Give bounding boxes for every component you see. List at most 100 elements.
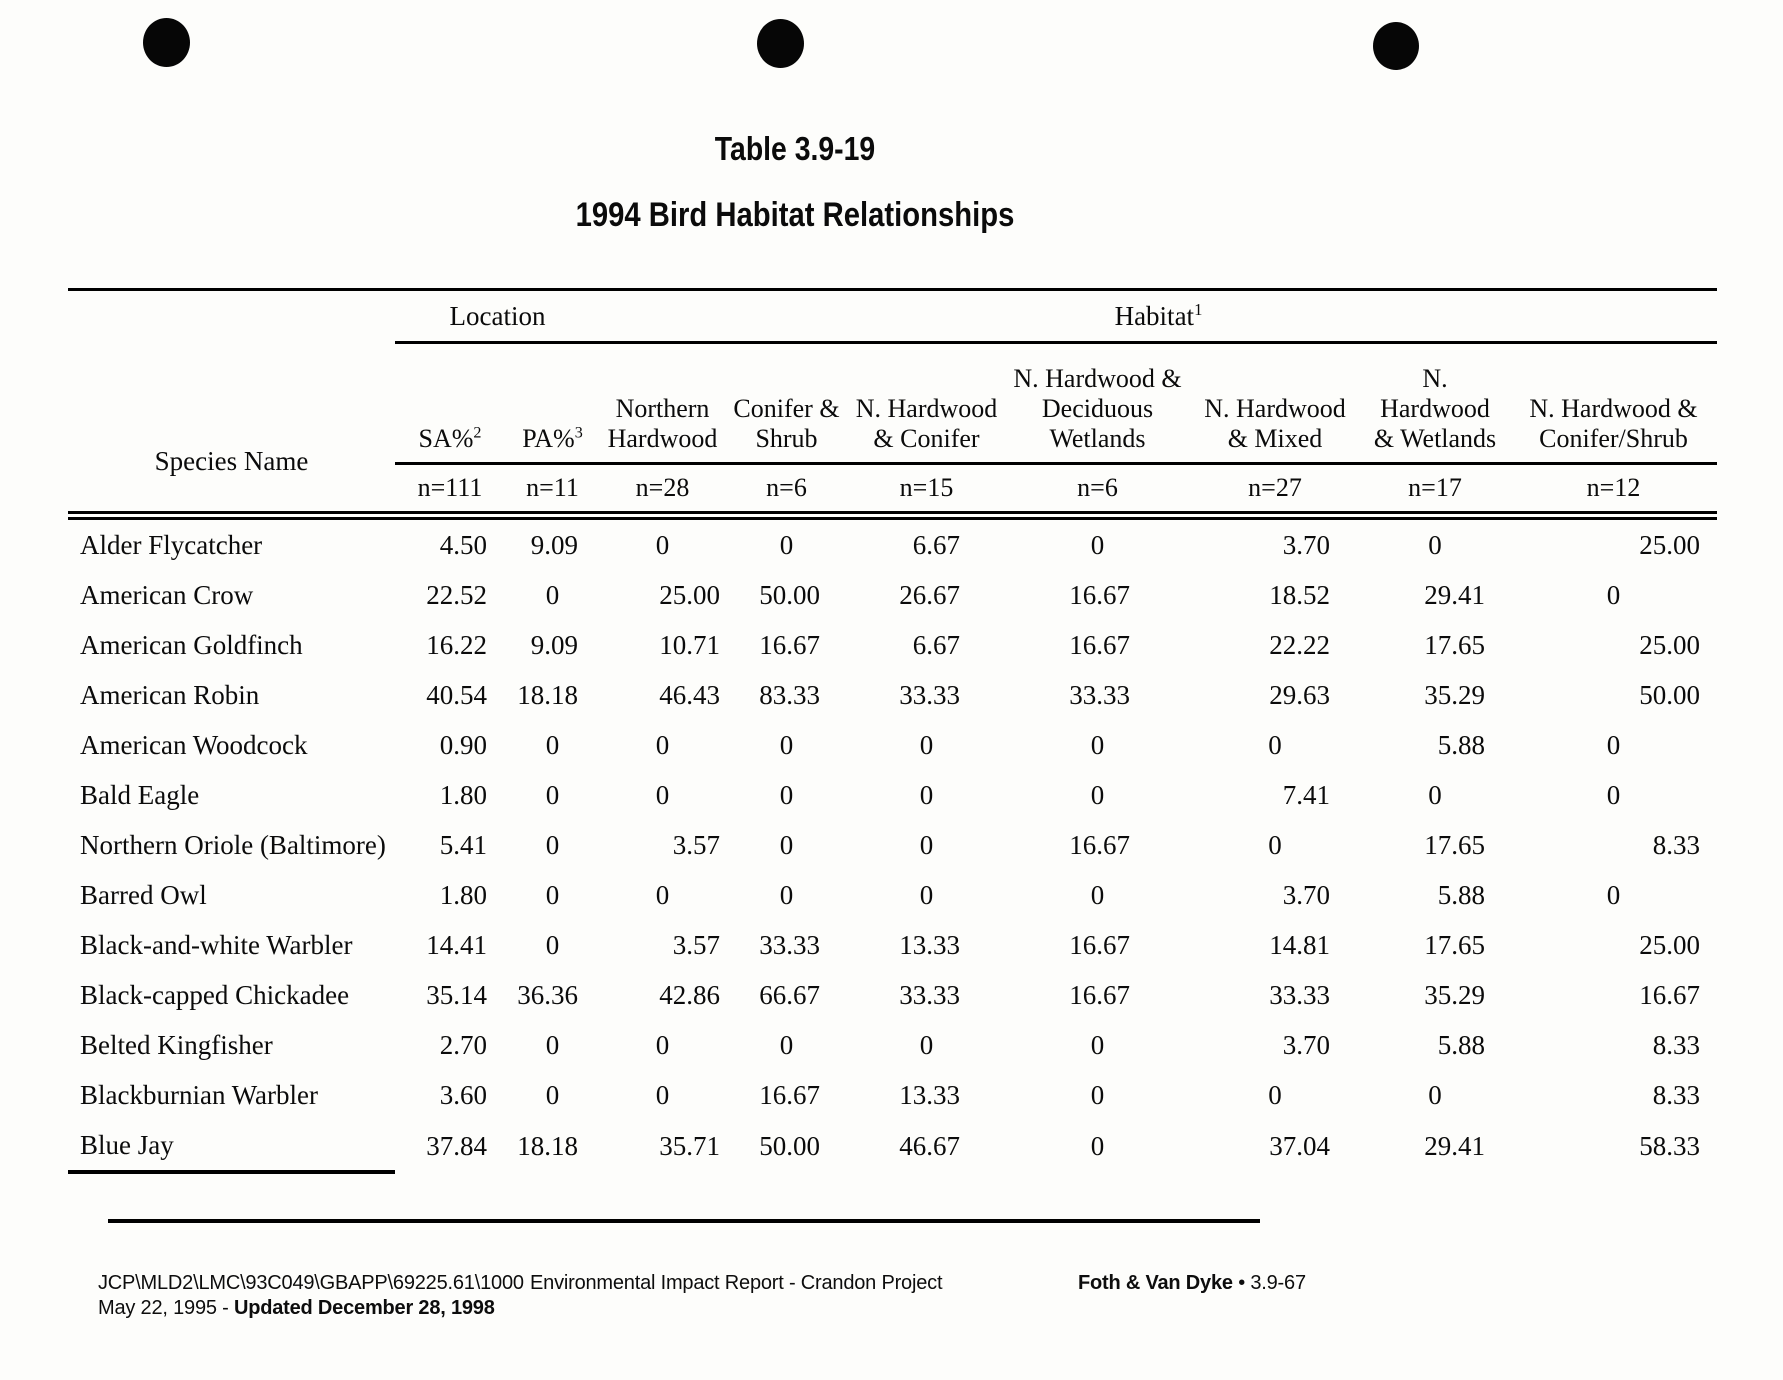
value-cell: 16.67 <box>1069 829 1130 860</box>
value-cell: 10.71 <box>659 629 720 660</box>
value-cell: 0 <box>779 879 794 910</box>
table-row: American Woodcock 0.90 0 0 0 0 0 0 5.88 0 <box>68 720 1717 770</box>
value-cell: 17.65 <box>1424 629 1485 660</box>
species-cell: Black-and-white Warbler <box>80 929 353 960</box>
value-cell: 0 <box>919 1029 934 1060</box>
value-cell: 40.54 <box>426 679 487 710</box>
value-cell: 0.90 <box>439 729 487 760</box>
species-cell: American Goldfinch <box>80 629 303 660</box>
value-cell: 25.00 <box>659 579 720 610</box>
value-cell: 22.52 <box>426 579 487 610</box>
value-cell: 18.52 <box>1269 579 1330 610</box>
value-cell: 0 <box>1428 1079 1442 1110</box>
value-cell: 0 <box>919 779 934 810</box>
value-cell: 36.36 <box>517 979 578 1010</box>
value-cell: 0 <box>1606 729 1621 760</box>
footer-date-line: May 22, 1995 - Updated December 28, 1998 <box>98 1297 495 1319</box>
value-cell: 9.09 <box>530 529 578 560</box>
value-cell: 29.63 <box>1269 679 1330 710</box>
value-cell: 26.67 <box>899 579 960 610</box>
value-cell: 5.41 <box>439 829 487 860</box>
species-cell: American Woodcock <box>80 729 308 760</box>
table-row: Black-and-white Warbler 14.41 0 3.57 33.33 13… <box>68 920 1717 970</box>
value-cell: 0 <box>1268 1079 1282 1110</box>
table-row: Blue Jay 37.84 18.18 35.71 50.00 46.67 0 37.04 2… <box>68 1120 1717 1174</box>
value-cell: 0 <box>1090 1079 1105 1110</box>
value-cell: 0 <box>1606 879 1621 910</box>
value-cell: 0 <box>919 879 934 910</box>
sample-size-cell: n=6 <box>1005 463 1190 520</box>
value-cell: 16.22 <box>426 629 487 660</box>
sample-size-cell: n=6 <box>725 463 848 520</box>
sample-size-cell: n=27 <box>1190 463 1360 520</box>
value-cell: 0 <box>655 1029 670 1060</box>
punch-hole-dot-icon <box>143 18 190 67</box>
value-cell: 1.80 <box>439 879 487 910</box>
value-cell: 18.18 <box>517 1130 578 1161</box>
table-label: Table 3.9-19 <box>714 130 876 167</box>
column-header: Northern Hardwood <box>600 342 725 465</box>
species-cell: American Robin <box>80 679 260 710</box>
value-cell: 14.81 <box>1269 929 1330 960</box>
value-cell: 35.14 <box>426 979 487 1010</box>
value-cell: 5.88 <box>1437 879 1485 910</box>
value-cell: 0 <box>655 879 670 910</box>
species-cell: American Crow <box>80 579 254 610</box>
value-cell: 0 <box>1428 779 1442 810</box>
species-cell: Bald Eagle <box>80 779 200 810</box>
value-cell: 9.09 <box>530 629 578 660</box>
value-cell: 16.67 <box>1069 629 1130 660</box>
value-cell: 6.67 <box>912 629 960 660</box>
value-cell: 3.57 <box>672 929 720 960</box>
table-row: American Crow 22.52 0 25.00 50.00 26.67 16.67 1… <box>68 570 1717 620</box>
value-cell: 0 <box>545 579 560 610</box>
column-header: Conifer & Shrub <box>725 342 848 465</box>
value-cell: 8.33 <box>1652 1029 1701 1060</box>
column-header: N. Hardwood & Conifer/Shrub <box>1510 342 1718 465</box>
value-cell: 13.33 <box>899 929 960 960</box>
sample-size-row: n=111 n=11 n=28 n=6 n=15 n=6 n=27 n=17 n=12 <box>68 463 1718 520</box>
group-header-habitat: Habitat1 <box>600 289 1718 344</box>
value-cell: 17.65 <box>1424 829 1485 860</box>
value-cell: 0 <box>545 879 560 910</box>
value-cell: 0 <box>655 729 670 760</box>
value-cell: 0 <box>779 1029 794 1060</box>
value-cell: 37.84 <box>426 1130 487 1161</box>
bird-habitat-table: Species Name Location Habitat1 SA%2 PA%3 N… <box>68 288 1718 1174</box>
value-cell: 0 <box>1268 729 1282 760</box>
value-cell: 13.33 <box>899 1079 960 1110</box>
group-header-location: Location <box>395 289 600 344</box>
species-spacer-cell <box>68 463 395 520</box>
value-cell: 0 <box>655 779 670 810</box>
sample-size-cell: n=12 <box>1510 463 1718 520</box>
value-cell: 16.67 <box>1069 579 1130 610</box>
species-cell: Black-capped Chickadee <box>80 979 350 1010</box>
value-cell: 22.22 <box>1269 629 1330 660</box>
value-cell: 0 <box>1090 779 1105 810</box>
value-cell: 0 <box>1090 729 1105 760</box>
table-body: Alder Flycatcher 4.50 9.09 0 0 6.67 0 3.70 0 25.0… <box>68 516 1717 1174</box>
footer-report-title: Environmental Impact Report - Crandon Pr… <box>530 1272 943 1294</box>
column-header-row: SA%2 PA%3 Northern Hardwood Conifer & Shrub… <box>68 342 1718 465</box>
value-cell: 6.67 <box>912 529 960 560</box>
value-cell: 42.86 <box>659 979 720 1010</box>
value-cell: 50.00 <box>1639 679 1701 710</box>
value-cell: 3.70 <box>1282 1029 1330 1060</box>
table-row: Belted Kingfisher 2.70 0 0 0 0 0 3.70 5.88 8.33 <box>68 1020 1717 1070</box>
species-name-header: Species Name <box>154 445 309 476</box>
value-cell: 0 <box>1428 529 1442 560</box>
value-cell: 25.00 <box>1639 529 1701 560</box>
value-cell: 16.67 <box>759 629 820 660</box>
value-cell: 0 <box>1090 529 1105 560</box>
footer-doc-code: JCP\MLD2\LMC\93C049\GBAPP\69225.61\1000 <box>98 1272 524 1294</box>
punch-hole-dot-icon <box>757 19 804 68</box>
value-cell: 25.00 <box>1639 929 1701 960</box>
value-cell: 2.70 <box>439 1029 487 1060</box>
value-cell: 66.67 <box>759 979 820 1010</box>
value-cell: 0 <box>545 779 560 810</box>
table-row: American Goldfinch 16.22 9.09 10.71 16.67 6.6… <box>68 620 1717 670</box>
value-cell: 29.41 <box>1424 579 1485 610</box>
value-cell: 46.67 <box>899 1130 960 1161</box>
value-cell: 0 <box>919 729 934 760</box>
value-cell: 33.33 <box>1069 679 1130 710</box>
